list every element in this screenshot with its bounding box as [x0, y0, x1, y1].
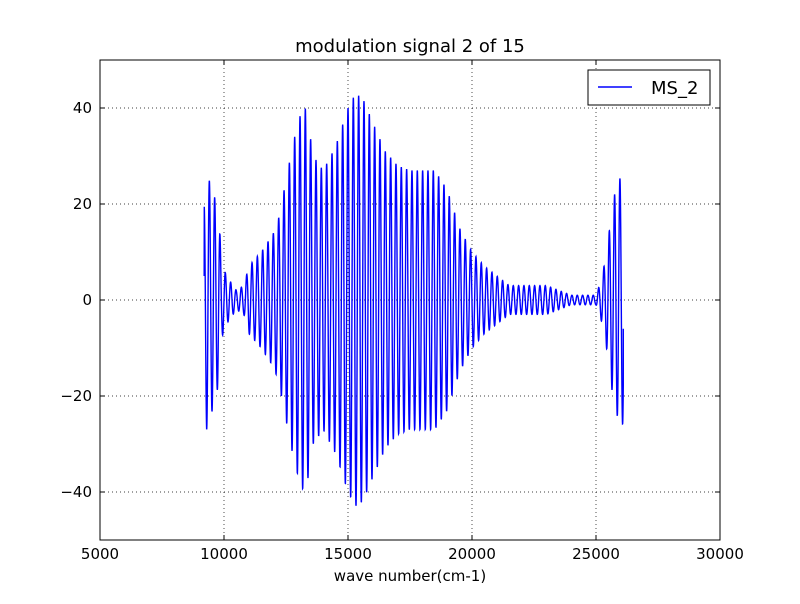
x-tick-label: 5000: [81, 545, 119, 563]
y-tick-label: 0: [82, 291, 92, 309]
ticks-layer: [99, 60, 721, 540]
x-tick-label: 25000: [572, 545, 620, 563]
x-tick-label: 10000: [200, 545, 248, 563]
legend: MS_2: [587, 69, 711, 106]
x-tick-labels: 5000 10000 15000 20000 25000 30000: [81, 545, 744, 563]
chart-title: modulation signal 2 of 15: [295, 36, 525, 57]
legend-series-label: MS_2: [651, 78, 698, 99]
y-tick-labels: −40 −20 0 20 40: [60, 99, 92, 501]
x-tick-label: 15000: [324, 545, 372, 563]
series-line-ms-2: [203, 95, 624, 506]
series-layer: [203, 95, 624, 506]
y-tick-label: −20: [60, 387, 92, 405]
x-axis-label: wave number(cm-1): [334, 567, 486, 585]
y-tick-label: 20: [73, 195, 92, 213]
x-tick-label: 30000: [696, 545, 744, 563]
y-tick-label: −40: [60, 483, 92, 501]
x-tick-label: 20000: [448, 545, 496, 563]
y-tick-label: 40: [73, 99, 92, 117]
